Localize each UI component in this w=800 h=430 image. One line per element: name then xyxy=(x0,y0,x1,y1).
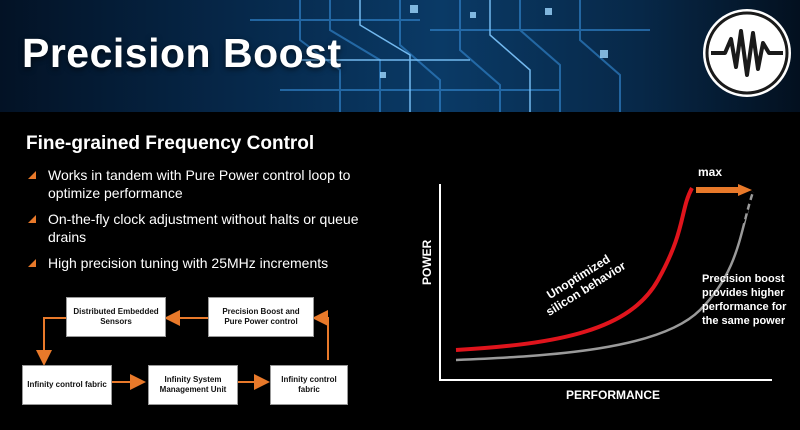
fabric-left-box: Infinity control fabric xyxy=(22,365,112,405)
fabric-left-label: Infinity control fabric xyxy=(27,380,107,389)
bullet-text: On-the-fly clock adjustment without halt… xyxy=(48,211,359,245)
bullet-item: Works in tandem with Pure Power control … xyxy=(28,166,388,202)
gray-curve-label: Precision boost provides higher performa… xyxy=(702,273,787,327)
max-arrow-head xyxy=(738,184,752,196)
fabric-right-box: Infinity control fabric xyxy=(270,365,348,405)
red-curve xyxy=(455,187,694,352)
gray-curve xyxy=(455,191,755,362)
arrow-fabric-to-boost xyxy=(312,310,329,360)
power-performance-graph xyxy=(439,184,772,381)
sensors-label: Distributed Embedded Sensors xyxy=(73,307,159,326)
arrow-sensors-to-fabric xyxy=(36,317,66,366)
section-heading: Fine-grained Frequency Control xyxy=(26,133,315,154)
bullet-list: Works in tandem with Pure Power control … xyxy=(28,166,388,280)
triangle-bullet-icon xyxy=(28,215,36,223)
fabric-right-label: Infinity control fabric xyxy=(281,375,337,394)
triangle-bullet-icon xyxy=(28,259,36,267)
bullet-item: On-the-fly clock adjustment without halt… xyxy=(28,210,388,246)
x-axis-label: PERFORMANCE xyxy=(566,388,661,402)
boost-control-box: Precision Boost and Pure Power control xyxy=(208,297,314,337)
gray-curve-dash-overlay xyxy=(728,191,755,251)
circuit-background xyxy=(250,0,650,112)
bullet-item: High precision tuning with 25MHz increme… xyxy=(28,254,388,272)
y-axis-label: POWER xyxy=(420,239,434,285)
boost-control-label: Precision Boost and Pure Power control xyxy=(222,307,300,326)
sensors-box: Distributed Embedded Sensors xyxy=(66,297,166,337)
smu-box: Infinity System Management Unit xyxy=(148,365,238,405)
header-banner: Precision Boost xyxy=(0,0,800,112)
waveform-logo-icon xyxy=(703,9,791,97)
bullet-text: High precision tuning with 25MHz increme… xyxy=(48,255,329,271)
triangle-bullet-icon xyxy=(28,171,36,179)
page-title: Precision Boost xyxy=(22,30,342,76)
bullet-text: Works in tandem with Pure Power control … xyxy=(48,167,351,201)
graph-axes xyxy=(439,184,772,381)
max-label: max xyxy=(698,165,723,179)
smu-label: Infinity System Management Unit xyxy=(159,375,227,394)
